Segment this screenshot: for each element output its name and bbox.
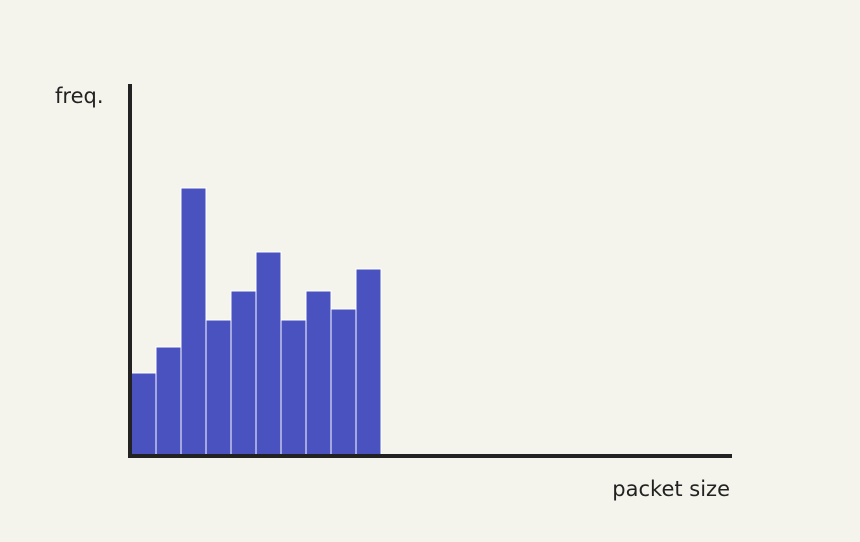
bar — [330, 308, 357, 456]
y-axis-label: freq. — [55, 84, 104, 108]
bar — [230, 290, 257, 456]
bar — [255, 251, 282, 456]
bar — [355, 268, 382, 456]
bar — [305, 290, 332, 456]
bar — [205, 319, 232, 456]
bar — [130, 372, 157, 456]
bar — [180, 187, 207, 456]
bar — [280, 319, 307, 456]
bar — [155, 346, 182, 456]
x-axis-label: packet size — [612, 477, 730, 501]
